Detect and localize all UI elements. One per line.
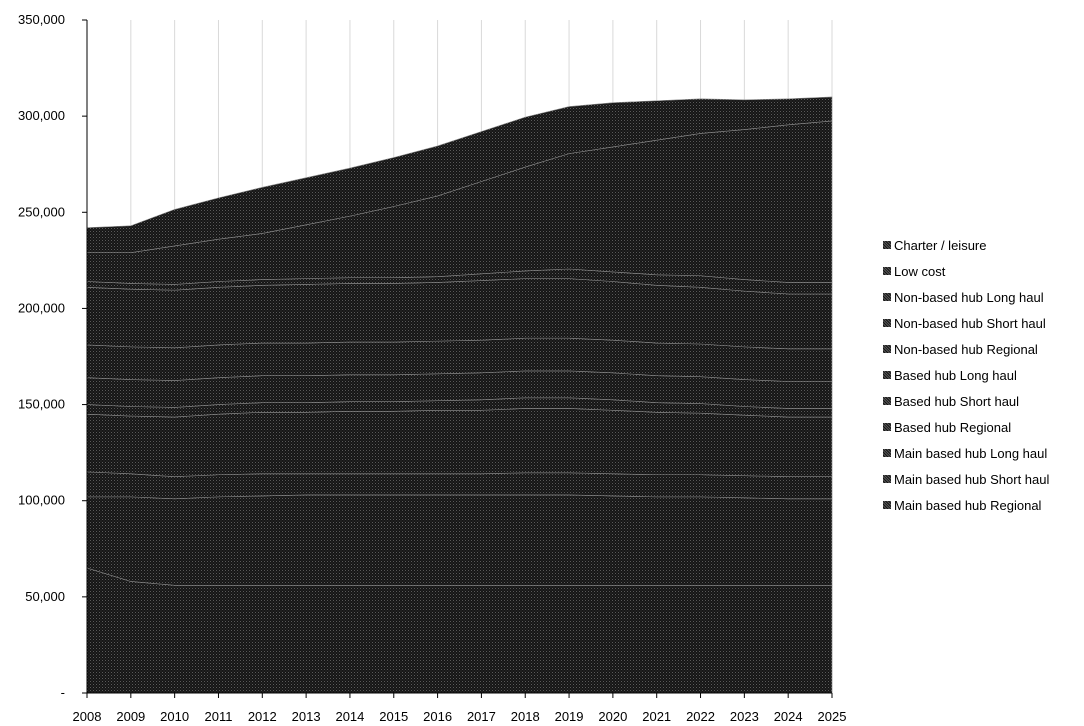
legend-swatch (883, 501, 891, 509)
legend-label: Non-based hub Regional (894, 341, 1038, 357)
legend-swatch (883, 293, 891, 301)
x-tick-label: 2012 (248, 709, 277, 724)
legend-item: Main based hub Regional (883, 492, 1083, 518)
x-tick-label: 2015 (379, 709, 408, 724)
y-tick-label: 250,000 (18, 204, 65, 219)
legend-item: Non-based hub Regional (883, 336, 1083, 362)
legend-label: Main based hub Regional (894, 497, 1042, 513)
legend-swatch (883, 397, 891, 405)
area-series-group (86, 96, 833, 694)
x-tick-label: 2008 (73, 709, 102, 724)
x-tick-label: 2024 (774, 709, 803, 724)
x-tick-label: 2010 (160, 709, 189, 724)
legend-label: Non-based hub Long haul (894, 289, 1044, 305)
area-series-based-hub-regional (86, 408, 833, 477)
y-tick-label: - (61, 685, 65, 700)
legend-label: Non-based hub Short haul (894, 315, 1046, 331)
x-tick-label: 2023 (730, 709, 759, 724)
legend-swatch (883, 267, 891, 275)
x-tick-label: 2013 (292, 709, 321, 724)
x-tick-label: 2009 (116, 709, 145, 724)
x-tick-label: 2018 (511, 709, 540, 724)
x-tick-label: 2020 (598, 709, 627, 724)
y-tick-label: 200,000 (18, 300, 65, 315)
legend-label: Based hub Regional (894, 419, 1012, 435)
legend-item: Based hub Regional (883, 414, 1083, 440)
x-tick-label: 2014 (335, 709, 364, 724)
legend-label: Main based hub Long haul (894, 445, 1048, 461)
area-series-main-based-hub-regional (86, 567, 833, 694)
x-tick-label: 2019 (555, 709, 584, 724)
x-tick-label: 2011 (204, 709, 232, 724)
y-tick-label: 350,000 (18, 12, 65, 27)
legend-item: Charter / leisure (883, 232, 1083, 258)
legend-swatch (883, 319, 891, 327)
x-tick-label: 2025 (818, 709, 847, 724)
chart-legend: Charter / leisure Low cost Non-based hub L… (883, 232, 1083, 518)
legend-label: Low cost (894, 263, 946, 279)
x-tick-label: 2021 (642, 709, 671, 724)
legend-swatch (883, 475, 891, 483)
y-tick-label: 150,000 (18, 397, 65, 412)
legend-swatch (883, 449, 891, 457)
legend-swatch (883, 241, 891, 249)
y-axis-tick-labels: - 50,000 100,000 150,000 200,000 250,000 300,0… (18, 12, 87, 700)
legend-item: Low cost (883, 258, 1083, 284)
x-tick-label: 2016 (423, 709, 452, 724)
legend-label: Charter / leisure (894, 237, 987, 253)
x-tick-label: 2017 (467, 709, 496, 724)
y-tick-label: 100,000 (18, 493, 65, 508)
legend-swatch (883, 345, 891, 353)
legend-label: Main based hub Short haul (894, 471, 1050, 487)
legend-label: Based hub Long haul (894, 367, 1017, 383)
area-series-charter-leisure (86, 96, 833, 253)
legend-item: Main based hub Long haul (883, 440, 1083, 466)
x-axis-tick-labels: 2008 2009 2010 2011 2012 2013 2014 2015 2016 2017… (73, 693, 847, 724)
legend-item: Based hub Long haul (883, 362, 1083, 388)
legend-swatch (883, 371, 891, 379)
legend-item: Non-based hub Short haul (883, 310, 1083, 336)
legend-item: Based hub Short haul (883, 388, 1083, 414)
axes (86, 20, 832, 694)
y-tick-label: 50,000 (25, 589, 65, 604)
legend-label: Based hub Short haul (894, 393, 1020, 409)
legend-item: Non-based hub Long haul (883, 284, 1083, 310)
legend-swatch (883, 423, 891, 431)
legend-item: Main based hub Short haul (883, 466, 1083, 492)
x-tick-label: 2022 (686, 709, 715, 724)
y-tick-label: 300,000 (18, 108, 65, 123)
area-series-main-based-hub-short-haul (86, 494, 833, 586)
